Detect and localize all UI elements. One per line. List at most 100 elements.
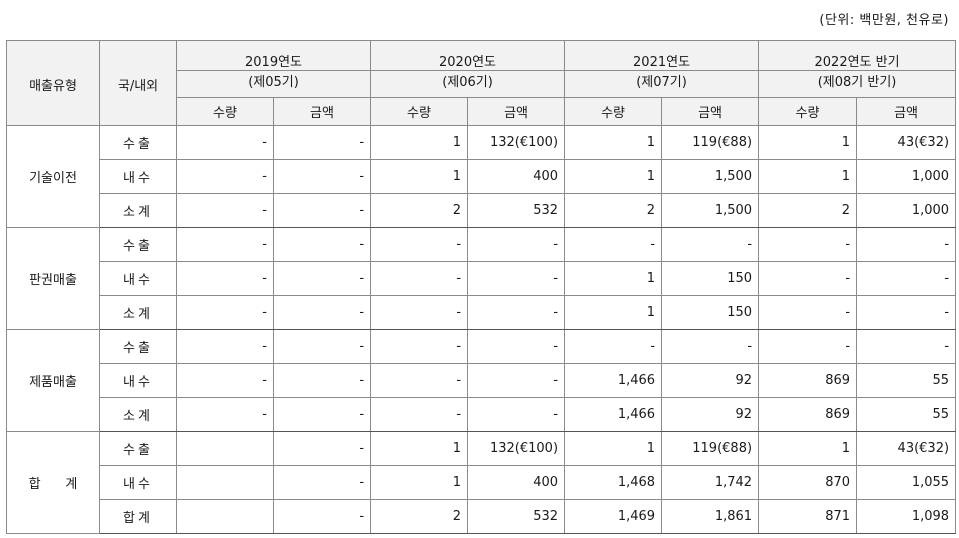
header-quantity: 수량 [176,97,274,126]
header-domestic-foreign: 국/내외 [99,40,177,126]
domestic-foreign-cell: 합계 [99,499,177,534]
quantity-cell: - [176,295,274,330]
quantity-cell: - [370,295,469,330]
quantity-cell: 1,469 [564,499,663,534]
quantity-cell [176,499,274,534]
amount-cell: - [272,465,372,500]
amount-cell: - [272,261,372,296]
quantity-cell: 1 [370,431,469,466]
amount-cell: 119(€88) [661,125,760,160]
amount-cell: - [272,363,372,398]
amount-cell: - [467,295,566,330]
domestic-foreign-cell: 내수 [99,363,177,398]
sales-type-cell: 합 계 [6,431,100,534]
header-year-2021: 2021연도 [564,40,760,71]
domestic-foreign-cell: 소계 [99,397,177,432]
quantity-cell: 1,466 [564,363,663,398]
quantity-cell: 2 [370,499,469,534]
amount-cell: - [856,227,957,262]
table-row: 내수 -1 400 1,468 1,742 870 1,055 [7,465,957,500]
amount-cell: - [856,329,957,364]
table-header: 매출유형 국/내외 2019연도 2020연도 2021연도 2022연도 반기… [6,40,957,126]
quantity-cell: - [370,397,469,432]
quantity-cell [176,465,274,500]
header-period-2021: (제07기) [564,70,760,98]
quantity-cell: 1 [370,465,469,500]
quantity-cell: 1 [370,159,469,194]
sales-type-cell: 기술이전 [6,125,100,228]
sales-type-cell: 판권매출 [6,227,100,330]
amount-cell: 532 [467,499,566,534]
table-body: 기술이전 수출 - -1 132(€100) 1 119(€88) 1 43(€32) 내수 - -1… [6,125,957,534]
table-row: 합 계 수출 -1 132(€100) 1 119(€88) 1 43(€32) [6,431,957,534]
quantity-cell: - [758,227,858,262]
quantity-cell: - [370,363,469,398]
quantity-cell: - [370,329,469,364]
header-period-2019: (제05기) [175,70,372,98]
header-quantity: 수량 [564,97,663,126]
quantity-cell: - [564,329,663,364]
sales-table: 매출유형 국/내외 2019연도 2020연도 2021연도 2022연도 반기… [6,40,957,534]
domestic-foreign-cell: 내수 [99,261,177,296]
quantity-cell: - [370,261,469,296]
domestic-foreign-cell: 내수 [99,159,177,194]
domestic-foreign-cell: 소계 [99,295,177,330]
header-period-2020: (제06기) [370,70,566,98]
amount-cell: - [467,227,566,262]
amount-cell: - [272,431,372,466]
amount-cell: 1,500 [661,159,760,194]
domestic-foreign-cell: 수출 [99,125,177,160]
amount-cell: 92 [661,397,760,432]
amount-cell: 1,500 [661,193,760,228]
quantity-cell: - [176,125,274,160]
amount-cell: 92 [661,363,760,398]
amount-cell: - [856,295,957,330]
quantity-cell: 1 [564,125,663,160]
header-year-2022: 2022연도 반기 [758,40,957,71]
quantity-cell: 1 [758,159,858,194]
domestic-foreign-cell: 소계 [99,193,177,228]
amount-cell: - [272,329,372,364]
amount-cell: - [272,295,372,330]
amount-cell: - [467,397,566,432]
table-row: 제품매출 수출 - - - - - - - - [6,329,957,432]
amount-cell: 1,861 [661,499,760,534]
quantity-cell: - [176,397,274,432]
amount-cell: 1,000 [856,193,957,228]
quantity-cell: 2 [370,193,469,228]
amount-cell: 55 [856,363,957,398]
quantity-cell: 1 [564,431,663,466]
header-amount: 금액 [272,97,372,126]
amount-cell: - [272,397,372,432]
amount-cell: 132(€100) [467,125,566,160]
quantity-cell: 869 [758,397,858,432]
amount-cell: - [467,329,566,364]
quantity-cell: 1,466 [564,397,663,432]
domestic-foreign-cell: 수출 [99,431,177,466]
quantity-cell: - [758,295,858,330]
table-row: 소계 - - - -1 150- - [7,295,957,330]
amount-cell: 150 [661,295,760,330]
amount-cell: 1,055 [856,465,957,500]
quantity-cell: 1 [564,295,663,330]
quantity-cell: 1 [370,125,469,160]
table-row: 기술이전 수출 - -1 132(€100) 1 119(€88) 1 43(€32) [6,125,957,228]
amount-cell: 119(€88) [661,431,760,466]
amount-cell: - [661,329,760,364]
quantity-cell: 870 [758,465,858,500]
domestic-foreign-cell: 수출 [99,329,177,364]
amount-cell: 1,742 [661,465,760,500]
unit-note: (단위: 백만원, 천유로) [819,13,949,28]
table-row: 내수 - -1 400 1 1,500 1 1,000 [7,159,957,194]
quantity-cell: 871 [758,499,858,534]
quantity-cell: - [176,159,274,194]
quantity-cell: 1 [758,125,858,160]
table-row: 소계 - -2 532 2 1,500 2 1,000 [7,193,957,228]
quantity-cell: 2 [564,193,663,228]
amount-cell: 1,098 [856,499,957,534]
table-row: 합계 -2 532 1,469 1,861 871 1,098 [7,499,957,534]
amount-cell: 43(€32) [856,431,957,466]
amount-cell: - [467,363,566,398]
amount-cell: - [661,227,760,262]
amount-cell: - [856,261,957,296]
